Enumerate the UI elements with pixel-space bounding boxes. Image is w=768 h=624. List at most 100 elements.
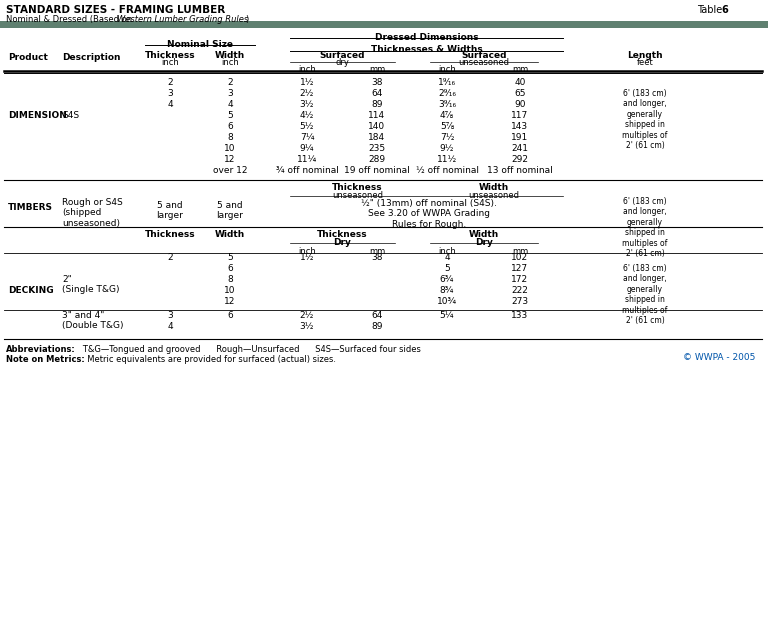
Text: 64: 64 xyxy=(371,311,382,320)
Text: 2"
(Single T&G): 2" (Single T&G) xyxy=(62,275,120,295)
Text: 7½: 7½ xyxy=(440,133,454,142)
Text: Dressed Dimensions: Dressed Dimensions xyxy=(375,33,478,42)
Text: Western Lumber Grading Rules: Western Lumber Grading Rules xyxy=(117,15,248,24)
Text: 6: 6 xyxy=(721,5,728,15)
Text: T&G—Tongued and grooved      Rough—Unsurfaced      S4S—Surfaced four sides: T&G—Tongued and grooved Rough—Unsurfaced… xyxy=(75,345,421,354)
Text: 3½: 3½ xyxy=(300,100,314,109)
Text: ½" (13mm) off nominal (S4S).
See 3.20 of WWPA Grading
Rules for Rough.: ½" (13mm) off nominal (S4S). See 3.20 of… xyxy=(361,199,497,229)
Text: 114: 114 xyxy=(369,111,386,120)
Text: Description: Description xyxy=(62,53,121,62)
Text: mm: mm xyxy=(512,247,528,256)
Text: 2: 2 xyxy=(227,78,233,87)
Text: Thicknesses & Widths: Thicknesses & Widths xyxy=(371,45,482,54)
Text: Nominal & Dressed (Based on: Nominal & Dressed (Based on xyxy=(6,15,134,24)
Text: 5 and
larger: 5 and larger xyxy=(217,201,243,220)
Text: Surfaced: Surfaced xyxy=(462,51,507,60)
Text: Nominal Size: Nominal Size xyxy=(167,40,233,49)
Text: 292: 292 xyxy=(511,155,528,164)
Text: 140: 140 xyxy=(369,122,386,131)
Text: 1⁹⁄₁₆: 1⁹⁄₁₆ xyxy=(438,78,456,87)
Text: ¾ off nominal: ¾ off nominal xyxy=(276,166,339,175)
Text: Thickness: Thickness xyxy=(333,183,382,192)
Text: 10: 10 xyxy=(224,144,236,153)
Text: 12: 12 xyxy=(224,297,236,306)
Text: inch: inch xyxy=(221,58,239,67)
Text: 2½: 2½ xyxy=(300,89,314,98)
Text: feet: feet xyxy=(637,58,654,67)
Text: over 12: over 12 xyxy=(213,166,247,175)
Text: 13 off nominal: 13 off nominal xyxy=(487,166,553,175)
Text: 5⅞: 5⅞ xyxy=(440,122,454,131)
Text: 6' (183 cm)
and longer,
generally
shipped in
multiples of
2' (61 cm): 6' (183 cm) and longer, generally shippe… xyxy=(622,264,667,325)
Text: 38: 38 xyxy=(371,78,382,87)
Text: 3½: 3½ xyxy=(300,322,314,331)
Text: 4: 4 xyxy=(227,100,233,109)
Text: 4½: 4½ xyxy=(300,111,314,120)
Text: 6: 6 xyxy=(227,311,233,320)
Text: 5½: 5½ xyxy=(300,122,314,131)
Text: mm: mm xyxy=(369,247,385,256)
Text: unseasoned: unseasoned xyxy=(468,191,519,200)
Text: 5: 5 xyxy=(444,264,450,273)
Text: 172: 172 xyxy=(511,275,528,284)
Text: 11¼: 11¼ xyxy=(297,155,317,164)
Text: 117: 117 xyxy=(511,111,528,120)
Text: dry: dry xyxy=(336,58,349,67)
Text: Dry: Dry xyxy=(475,238,493,247)
Text: 289: 289 xyxy=(369,155,386,164)
Text: 127: 127 xyxy=(511,264,528,273)
Text: Thickness: Thickness xyxy=(317,230,368,239)
Text: 10: 10 xyxy=(224,286,236,295)
Text: 7¼: 7¼ xyxy=(300,133,314,142)
Text: 10¾: 10¾ xyxy=(437,297,457,306)
Text: 241: 241 xyxy=(511,144,528,153)
Text: 3: 3 xyxy=(167,311,173,320)
Text: 89: 89 xyxy=(371,322,382,331)
Text: STANDARD SIZES - FRAMING LUMBER: STANDARD SIZES - FRAMING LUMBER xyxy=(6,5,225,15)
Text: 1½: 1½ xyxy=(300,78,314,87)
Text: 4: 4 xyxy=(167,322,173,331)
Text: 143: 143 xyxy=(511,122,528,131)
Text: DECKING: DECKING xyxy=(8,286,54,295)
Text: 1½: 1½ xyxy=(300,253,314,262)
Text: inch: inch xyxy=(298,65,316,74)
Text: 12: 12 xyxy=(224,155,236,164)
Text: 4: 4 xyxy=(444,253,450,262)
Text: 5 and
larger: 5 and larger xyxy=(157,201,184,220)
Text: 2⁹⁄₁₆: 2⁹⁄₁₆ xyxy=(438,89,456,98)
Text: 40: 40 xyxy=(515,78,525,87)
Text: Dry: Dry xyxy=(333,238,352,247)
Text: Width: Width xyxy=(215,230,245,239)
Text: 2: 2 xyxy=(167,253,173,262)
Text: 2: 2 xyxy=(167,78,173,87)
Text: 191: 191 xyxy=(511,133,528,142)
Text: 64: 64 xyxy=(371,89,382,98)
Text: 19 off nominal: 19 off nominal xyxy=(344,166,410,175)
Text: 3: 3 xyxy=(167,89,173,98)
Text: 133: 133 xyxy=(511,311,528,320)
Text: 3: 3 xyxy=(227,89,233,98)
Text: Table: Table xyxy=(697,5,725,15)
Text: 9¼: 9¼ xyxy=(300,144,314,153)
Text: 4: 4 xyxy=(167,100,173,109)
Text: 8¾: 8¾ xyxy=(440,286,454,295)
Bar xyxy=(0,21,768,28)
Text: 90: 90 xyxy=(515,100,526,109)
Text: unseasoned: unseasoned xyxy=(458,58,509,67)
Text: Thickness: Thickness xyxy=(144,51,195,60)
Text: Abbreviations:: Abbreviations: xyxy=(6,345,76,354)
Text: Width: Width xyxy=(469,230,499,239)
Text: inch: inch xyxy=(298,247,316,256)
Text: TIMBERS: TIMBERS xyxy=(8,203,53,212)
Text: DIMENSION: DIMENSION xyxy=(8,111,67,120)
Text: 6' (183 cm)
and longer,
generally
shipped in
multiples of
2' (61 cm): 6' (183 cm) and longer, generally shippe… xyxy=(622,89,667,150)
Text: mm: mm xyxy=(512,65,528,74)
Text: S4S: S4S xyxy=(62,111,79,120)
Text: Width: Width xyxy=(479,183,509,192)
Text: 102: 102 xyxy=(511,253,528,262)
Text: 235: 235 xyxy=(369,144,386,153)
Text: © WWPA - 2005: © WWPA - 2005 xyxy=(683,353,755,362)
Text: Length: Length xyxy=(627,51,663,60)
Text: 5: 5 xyxy=(227,111,233,120)
Text: 8: 8 xyxy=(227,133,233,142)
